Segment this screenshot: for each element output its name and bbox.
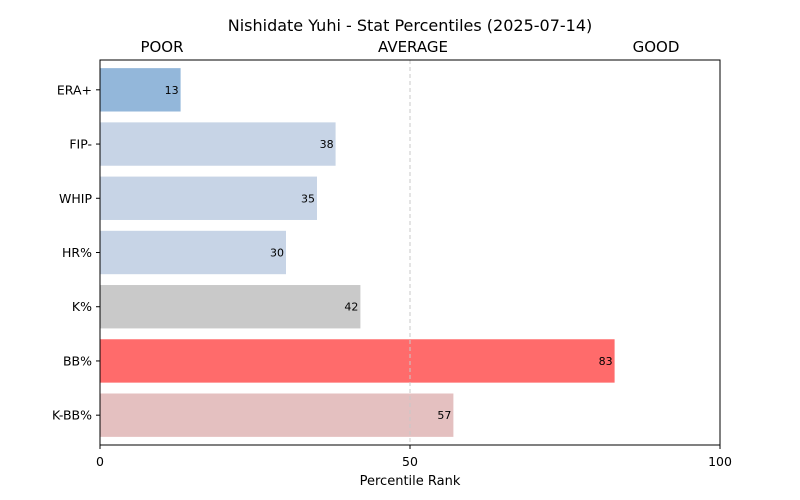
y-tick-label: FIP- bbox=[69, 137, 92, 152]
y-tick-label: ERA+ bbox=[57, 82, 92, 97]
zone-label-poor: POOR bbox=[140, 38, 183, 56]
bar-FIP- bbox=[100, 122, 336, 166]
x-tick-label: 50 bbox=[402, 454, 418, 469]
bar-value-label: 13 bbox=[165, 84, 179, 97]
bars-group: 13 38 35 30 42 83 57 bbox=[100, 68, 615, 437]
bar-value-label: 38 bbox=[320, 138, 334, 151]
x-axis: 0 50 100 bbox=[96, 445, 732, 469]
y-tick-label: K% bbox=[72, 299, 92, 314]
bar-WHIP bbox=[100, 176, 317, 220]
x-axis-label: Percentile Rank bbox=[360, 474, 461, 489]
x-tick-label: 0 bbox=[96, 454, 104, 469]
bar-K-BB% bbox=[100, 393, 454, 437]
chart-title: Nishidate Yuhi - Stat Percentiles (2025-… bbox=[228, 16, 593, 35]
bar-value-label: 35 bbox=[301, 192, 315, 205]
bar-value-label: 42 bbox=[344, 301, 358, 314]
y-tick-label: HR% bbox=[62, 245, 92, 260]
zone-label-good: GOOD bbox=[633, 38, 680, 56]
y-tick-label: WHIP bbox=[59, 191, 92, 206]
x-tick-label: 100 bbox=[708, 454, 732, 469]
zone-label-average: AVERAGE bbox=[378, 38, 448, 56]
bar-value-label: 83 bbox=[599, 355, 613, 368]
bar-ERA+ bbox=[100, 68, 181, 112]
bar-K% bbox=[100, 285, 361, 329]
y-tick-label: BB% bbox=[63, 353, 92, 368]
bar-value-label: 30 bbox=[270, 247, 284, 260]
bar-value-label: 57 bbox=[437, 409, 451, 422]
y-tick-label: K-BB% bbox=[52, 408, 92, 423]
bar-BB% bbox=[100, 339, 615, 383]
bar-HR% bbox=[100, 230, 286, 275]
y-axis: ERA+ FIP- WHIP HR% K% BB% K-BB% bbox=[52, 82, 100, 423]
